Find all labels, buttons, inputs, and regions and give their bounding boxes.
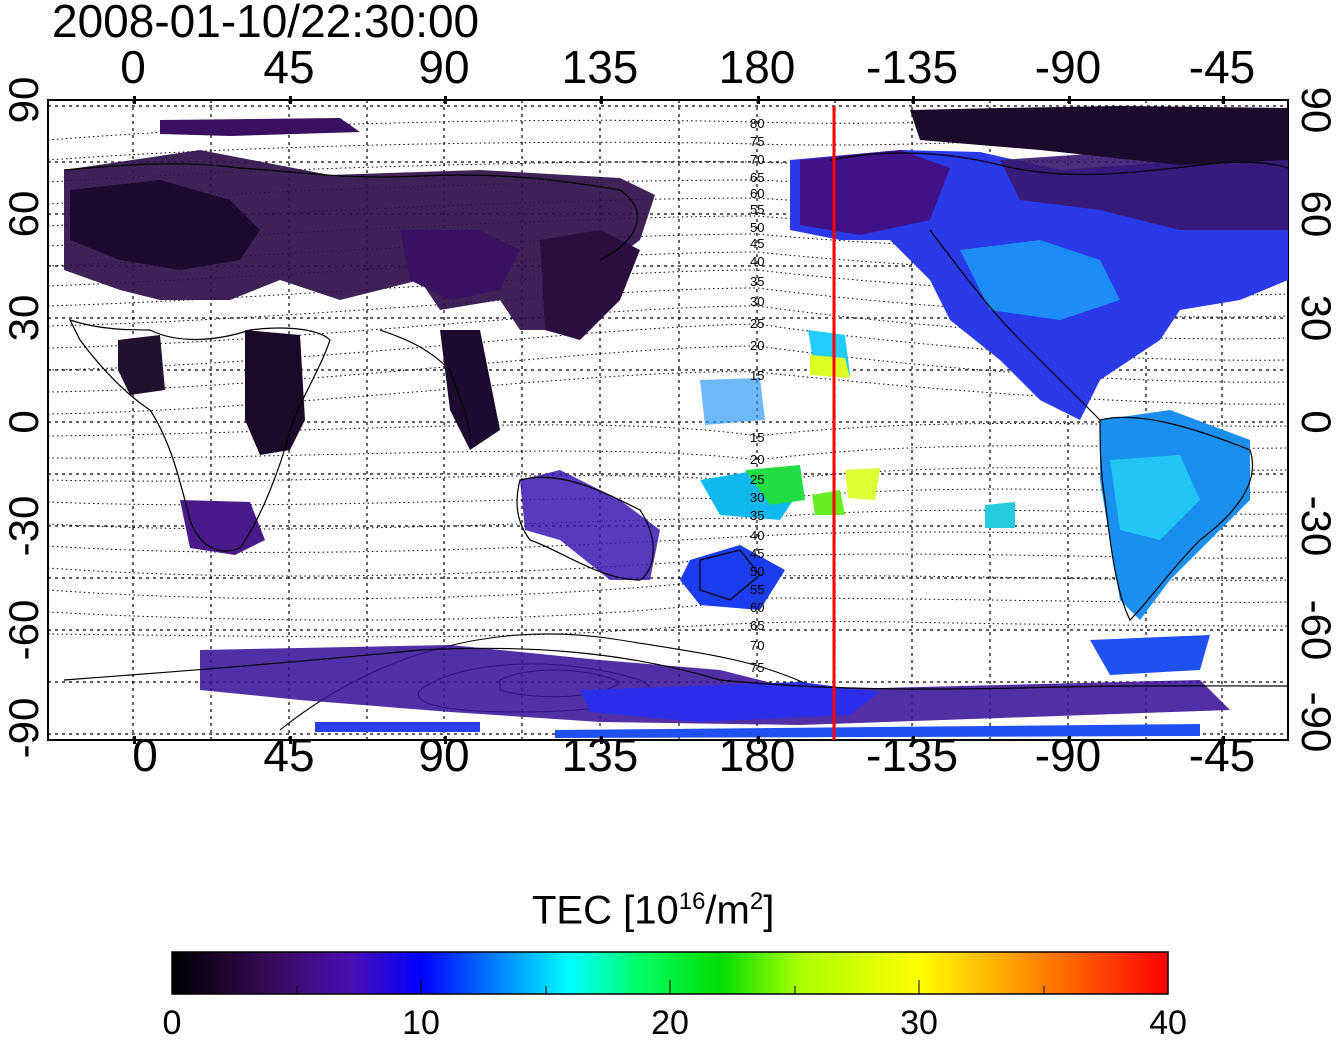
contour-label: 75: [750, 660, 764, 675]
colorbar-title-exponent: 16: [678, 888, 706, 915]
colorbar-title-bracket: ]: [763, 888, 775, 933]
colorbar-title: TEC [1016/m2]: [532, 888, 774, 933]
contour-label: 45: [750, 236, 764, 251]
coastlines: [63, 152, 1288, 690]
contour-label: 25: [750, 472, 764, 487]
contour-label: 20: [750, 338, 764, 353]
contour-label: 65: [750, 170, 764, 185]
map-timestamp: 2008-01-10/22:30:00: [52, 0, 480, 47]
contour-label: 35: [750, 274, 764, 289]
contour-label: 15: [750, 368, 764, 383]
contour-label: 50: [750, 220, 764, 235]
contour-label: 70: [750, 152, 764, 167]
colorbar-tick-label: 40: [1149, 1004, 1187, 1042]
contour-label: 70: [750, 638, 764, 653]
top-tick-label: -90: [1034, 41, 1102, 93]
contour-label: 20: [750, 452, 764, 467]
contour-label: 60: [750, 600, 764, 615]
colorbar-tick-label: 30: [900, 1004, 938, 1042]
colorbar-ticks: [296, 980, 1045, 994]
contour-label: 55: [750, 202, 764, 217]
colorbar-title-text: TEC [10: [532, 888, 679, 933]
contour-label: 55: [750, 582, 764, 597]
contour-label: 30: [750, 490, 764, 505]
contour-label: 80: [750, 116, 764, 131]
contour-label: 15: [750, 430, 764, 445]
contour-label: 40: [750, 528, 764, 543]
contour-label: 60: [750, 186, 764, 201]
top-tick-label: 0: [120, 41, 146, 93]
colorbar-tick-label: 0: [162, 1004, 182, 1042]
contour-label: 65: [750, 618, 764, 633]
top-tick-label: 180: [718, 41, 796, 93]
colorbar-title-unit: /m: [705, 888, 750, 933]
contour-label: 40: [750, 254, 764, 269]
contour-label: 25: [750, 316, 764, 331]
contour-label: 35: [750, 508, 764, 523]
frame-ticks: [133, 96, 1225, 744]
contour-label: 30: [750, 294, 764, 309]
colorbar-tick-label: 20: [651, 1004, 689, 1042]
top-tick-label: -45: [1188, 41, 1256, 93]
contour-label: 50: [750, 564, 764, 579]
colorbar-tick-label: 10: [402, 1004, 440, 1042]
contour-label: 45: [750, 546, 764, 561]
top-tick-label: 90: [418, 41, 470, 93]
colorbar-title-unit-exponent: 2: [749, 888, 764, 915]
tec-data: [64, 106, 1288, 738]
top-tick-label: -135: [865, 41, 959, 93]
top-tick-label: 45: [263, 41, 315, 93]
contour-label: 75: [750, 134, 764, 149]
top-tick-label: 135: [561, 41, 639, 93]
